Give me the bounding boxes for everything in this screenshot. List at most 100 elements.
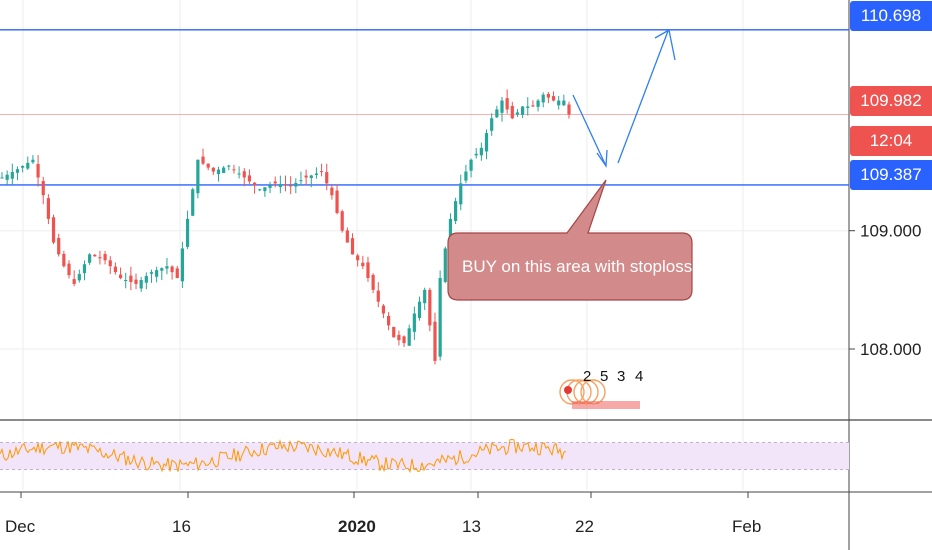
candle-body <box>201 156 205 164</box>
candle-body <box>454 201 458 221</box>
candle-body <box>541 94 545 103</box>
candle-body <box>26 162 30 169</box>
time-label-0: Dec <box>5 517 36 536</box>
pattern-marker <box>559 379 640 409</box>
candle-body <box>417 301 422 318</box>
time-label-4: 22 <box>575 517 594 536</box>
candle-body <box>134 279 138 284</box>
candle-body <box>57 237 61 255</box>
candle-body <box>319 171 324 173</box>
candle-body <box>165 266 169 269</box>
candle-body <box>386 315 391 326</box>
candle-body <box>283 184 288 186</box>
candle-body <box>113 266 117 273</box>
candle-body <box>31 159 35 163</box>
candle-body <box>88 254 92 263</box>
candle-body <box>526 106 530 108</box>
down-arrow-line <box>572 94 607 167</box>
candle-body <box>567 104 571 115</box>
candle-body <box>536 100 540 107</box>
pattern-label-3: 4 <box>635 368 643 385</box>
candle-body <box>289 185 293 187</box>
candle-body <box>67 263 71 276</box>
up-arrow-line <box>617 30 669 164</box>
candle-body <box>10 171 14 179</box>
candle-body <box>5 174 9 180</box>
candle-body <box>438 278 442 357</box>
candle-body <box>546 93 550 98</box>
candle-body <box>15 169 20 173</box>
candle-body <box>237 173 241 175</box>
candle-body <box>222 167 226 174</box>
candle-body <box>495 109 499 118</box>
candle-body <box>397 334 401 341</box>
pattern-label-2: 3 <box>617 368 625 385</box>
candle-body <box>149 272 154 274</box>
candle-body <box>330 187 334 196</box>
candle-body <box>505 98 509 110</box>
candle-body <box>36 163 40 178</box>
candle-body <box>258 189 262 191</box>
candle-body <box>46 198 50 219</box>
rsi-line <box>0 438 567 474</box>
rsi-band <box>0 442 849 470</box>
time-label-5: Feb <box>732 517 761 536</box>
candle-body <box>144 276 148 283</box>
candle-body <box>278 184 282 187</box>
candle-body <box>41 181 45 196</box>
candle-body <box>0 177 4 179</box>
projection-arrows <box>572 28 676 168</box>
last-price-tag: 109.982 <box>850 86 932 116</box>
candle-body <box>500 100 504 113</box>
candle-body <box>227 165 231 167</box>
time-label-2: 2020 <box>338 517 376 536</box>
candle-body <box>345 230 349 243</box>
candle-body <box>242 171 246 178</box>
candle-body <box>62 253 66 267</box>
callout-text: BUY on this area with stoploss <box>462 257 692 276</box>
candle-body <box>490 118 494 131</box>
candle-body <box>118 274 123 279</box>
price-label-0: 109.000 <box>860 222 921 241</box>
resistance-price-tag: 110.698 <box>850 1 932 31</box>
time-label-1: 16 <box>172 517 191 536</box>
candle-body <box>423 289 427 304</box>
candle-body <box>180 248 185 282</box>
candle-body <box>160 268 164 271</box>
candle-body <box>521 106 525 115</box>
candle-body <box>51 217 56 243</box>
candle-body <box>356 255 360 261</box>
down-arrow-head <box>596 149 608 168</box>
candle-body <box>474 153 478 156</box>
candle-body <box>531 105 535 107</box>
candle-body <box>170 266 174 273</box>
candle-body <box>479 147 483 156</box>
candle-body <box>304 175 308 178</box>
candle-body <box>103 254 107 261</box>
candle-body <box>155 270 159 277</box>
candle-body <box>77 274 81 281</box>
candle-body <box>428 289 432 326</box>
candle-body <box>340 211 344 231</box>
candle-body <box>325 172 329 184</box>
pattern-label-1: 5 <box>600 368 608 385</box>
candle-body <box>551 96 556 101</box>
candle-body <box>459 183 463 205</box>
candle-body <box>108 260 112 267</box>
candle-body <box>464 171 468 181</box>
candle-body <box>93 254 97 257</box>
candle-body <box>448 218 453 247</box>
candle-body <box>557 100 561 106</box>
candle-body <box>232 169 236 171</box>
pattern-dot <box>564 386 572 394</box>
candle-body <box>350 238 355 255</box>
candle-body <box>309 175 313 179</box>
candle-body <box>402 336 406 344</box>
candle-body <box>72 279 76 284</box>
countdown-tag: 12:04 <box>850 126 932 156</box>
candle-body <box>273 181 277 184</box>
price-label-1: 108.000 <box>860 340 921 359</box>
candle-body <box>191 189 195 216</box>
callout-bubble <box>447 179 693 301</box>
